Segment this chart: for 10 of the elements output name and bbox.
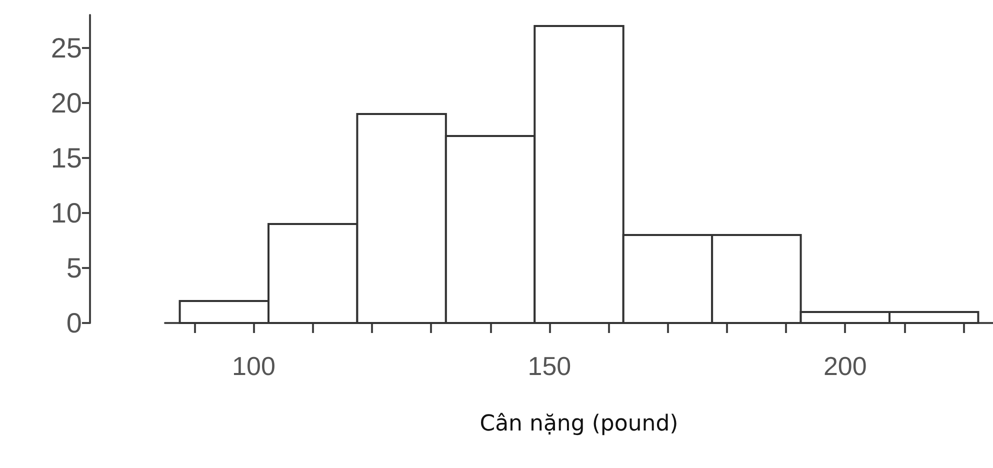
x-tick-label: 100 <box>232 351 276 381</box>
y-tick-label: 15 <box>50 142 82 174</box>
y-tick-label: 20 <box>50 88 82 118</box>
y-tick-label: 25 <box>50 32 82 64</box>
x-axis-title: Cân nặng (pound) <box>480 412 678 436</box>
x-tick-label: 200 <box>823 351 867 381</box>
x-tick-label: 150 <box>528 351 572 381</box>
y-tick-label: 5 <box>66 252 82 284</box>
y-tick-label: 0 <box>66 308 82 338</box>
y-tick-label: 10 <box>50 198 82 228</box>
